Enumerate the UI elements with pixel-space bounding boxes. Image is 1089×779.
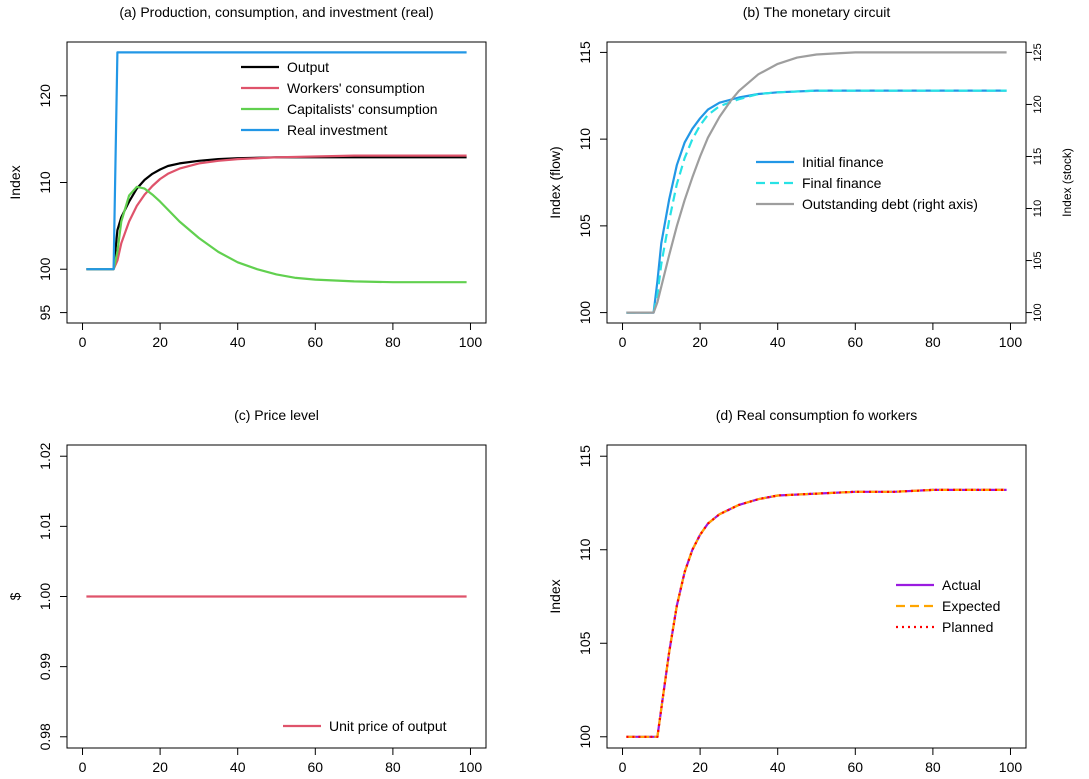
- legend-label: Real investment: [287, 122, 387, 138]
- y-tick-label: 0.99: [37, 653, 53, 680]
- series-line: [626, 89, 1007, 314]
- x-tick-label: 60: [308, 759, 324, 775]
- panel-c: (c) Price level 0 20 40 60 80 100 0.98 0.99 1.00 1…: [7, 407, 487, 775]
- y-axis: 100 105 110 115: [577, 445, 607, 749]
- y-axis-right-label: Index (stock): [1060, 148, 1074, 217]
- x-tick-label: 60: [308, 334, 324, 350]
- x-tick-label: 100: [999, 334, 1023, 350]
- y-axis: 100 105 110 115: [577, 41, 607, 324]
- y-axis-label: Index (flow): [547, 146, 563, 218]
- x-tick-label: 20: [692, 334, 708, 350]
- y-tick-label: 110: [37, 171, 53, 194]
- x-tick-label: 0: [619, 334, 627, 350]
- y-right-tick-label: 125: [1032, 43, 1044, 61]
- y-right-tick-label: 105: [1032, 251, 1044, 269]
- panel-a: (a) Production, consumption, and investm…: [7, 4, 487, 350]
- x-tick-label: 60: [848, 334, 864, 350]
- y-tick-label: 1.00: [37, 583, 53, 610]
- y-tick-label: 1.01: [37, 513, 53, 540]
- legend-label: Initial finance: [802, 154, 884, 170]
- chart-title: (d) Real consumption fo workers: [716, 407, 918, 423]
- x-tick-label: 80: [385, 334, 401, 350]
- y-right-tick-label: 120: [1032, 95, 1044, 113]
- series-line: [86, 156, 467, 271]
- y-tick-label: 115: [577, 41, 593, 64]
- y-tick-label: 0.98: [37, 723, 53, 750]
- legend-label: Output: [287, 59, 329, 75]
- y-axis: 95 100 110 120: [37, 84, 67, 321]
- series-line: [86, 51, 467, 271]
- series-line: [626, 51, 1007, 314]
- series-line: [626, 488, 1007, 738]
- x-tick-label: 40: [770, 759, 786, 775]
- x-tick-label: 0: [79, 759, 87, 775]
- y-tick-label: 110: [577, 538, 593, 561]
- legend-label: Unit price of output: [329, 718, 447, 734]
- x-tick-label: 80: [385, 759, 401, 775]
- legend-label: Planned: [942, 619, 993, 635]
- series-line: [86, 154, 467, 271]
- y-tick-label: 100: [577, 301, 593, 325]
- x-axis: 0 20 40 60 80 100: [79, 322, 483, 350]
- chart-title: (a) Production, consumption, and investm…: [119, 4, 433, 20]
- x-tick-label: 20: [152, 334, 168, 350]
- x-axis: 0 20 40 60 80 100: [619, 322, 1023, 350]
- x-tick-label: 100: [459, 334, 483, 350]
- series-group: [86, 51, 467, 284]
- y-tick-label: 100: [577, 725, 593, 749]
- x-tick-label: 0: [79, 334, 87, 350]
- legend-label: Actual: [942, 577, 981, 593]
- series-group: [626, 488, 1007, 738]
- x-tick-label: 40: [230, 759, 246, 775]
- x-tick-label: 0: [619, 759, 627, 775]
- y-tick-label: 110: [577, 128, 593, 151]
- x-tick-label: 20: [692, 759, 708, 775]
- y-axis: 0.98 0.99 1.00 1.01 1.02: [37, 442, 67, 750]
- y-tick-label: 115: [577, 445, 593, 468]
- legend-label: Final finance: [802, 175, 882, 191]
- y-tick-label: 95: [37, 305, 53, 321]
- y-tick-label: 105: [577, 631, 593, 655]
- x-tick-label: 80: [925, 334, 941, 350]
- legend-label: Capitalists' consumption: [287, 101, 438, 117]
- y-axis-label: Index: [547, 579, 563, 613]
- y-tick-label: 1.02: [37, 442, 53, 469]
- legend-label: Outstanding debt (right axis): [802, 196, 978, 212]
- chart-title: (b) The monetary circuit: [743, 4, 891, 20]
- legend-label: Workers' consumption: [287, 80, 425, 96]
- legend: Output Workers' consumption Capitalists' c…: [241, 59, 438, 138]
- series-line: [86, 185, 467, 284]
- y-right-tick-label: 100: [1032, 303, 1044, 321]
- x-tick-label: 40: [230, 334, 246, 350]
- legend: Actual Expected Planned: [896, 577, 1000, 635]
- y-axis-label: Index: [7, 165, 23, 199]
- x-tick-label: 20: [152, 759, 168, 775]
- series-group: [626, 51, 1007, 314]
- x-tick-label: 40: [770, 334, 786, 350]
- legend: Initial finance Final finance Outstanding …: [756, 154, 978, 212]
- y-right-tick-label: 115: [1032, 148, 1044, 166]
- x-axis: 0 20 40 60 80 100: [619, 747, 1023, 775]
- chart-title: (c) Price level: [234, 407, 319, 423]
- y-tick-label: 120: [37, 84, 53, 108]
- y-axis-label: $: [7, 592, 23, 600]
- x-axis: 0 20 40 60 80 100: [79, 747, 483, 775]
- y-right-tick-label: 110: [1032, 200, 1044, 218]
- x-tick-label: 100: [999, 759, 1023, 775]
- legend: Unit price of output: [283, 718, 447, 734]
- x-tick-label: 100: [459, 759, 483, 775]
- y-tick-label: 105: [577, 214, 593, 238]
- series-line: [626, 89, 1007, 314]
- x-tick-label: 60: [848, 759, 864, 775]
- y-axis-right: 100 105 110 115 120 125: [1026, 43, 1044, 322]
- y-tick-label: 100: [37, 257, 53, 281]
- panel-d: (d) Real consumption fo workers 0 20 40 60 80…: [547, 407, 1027, 775]
- legend-label: Expected: [942, 598, 1000, 614]
- x-tick-label: 80: [925, 759, 941, 775]
